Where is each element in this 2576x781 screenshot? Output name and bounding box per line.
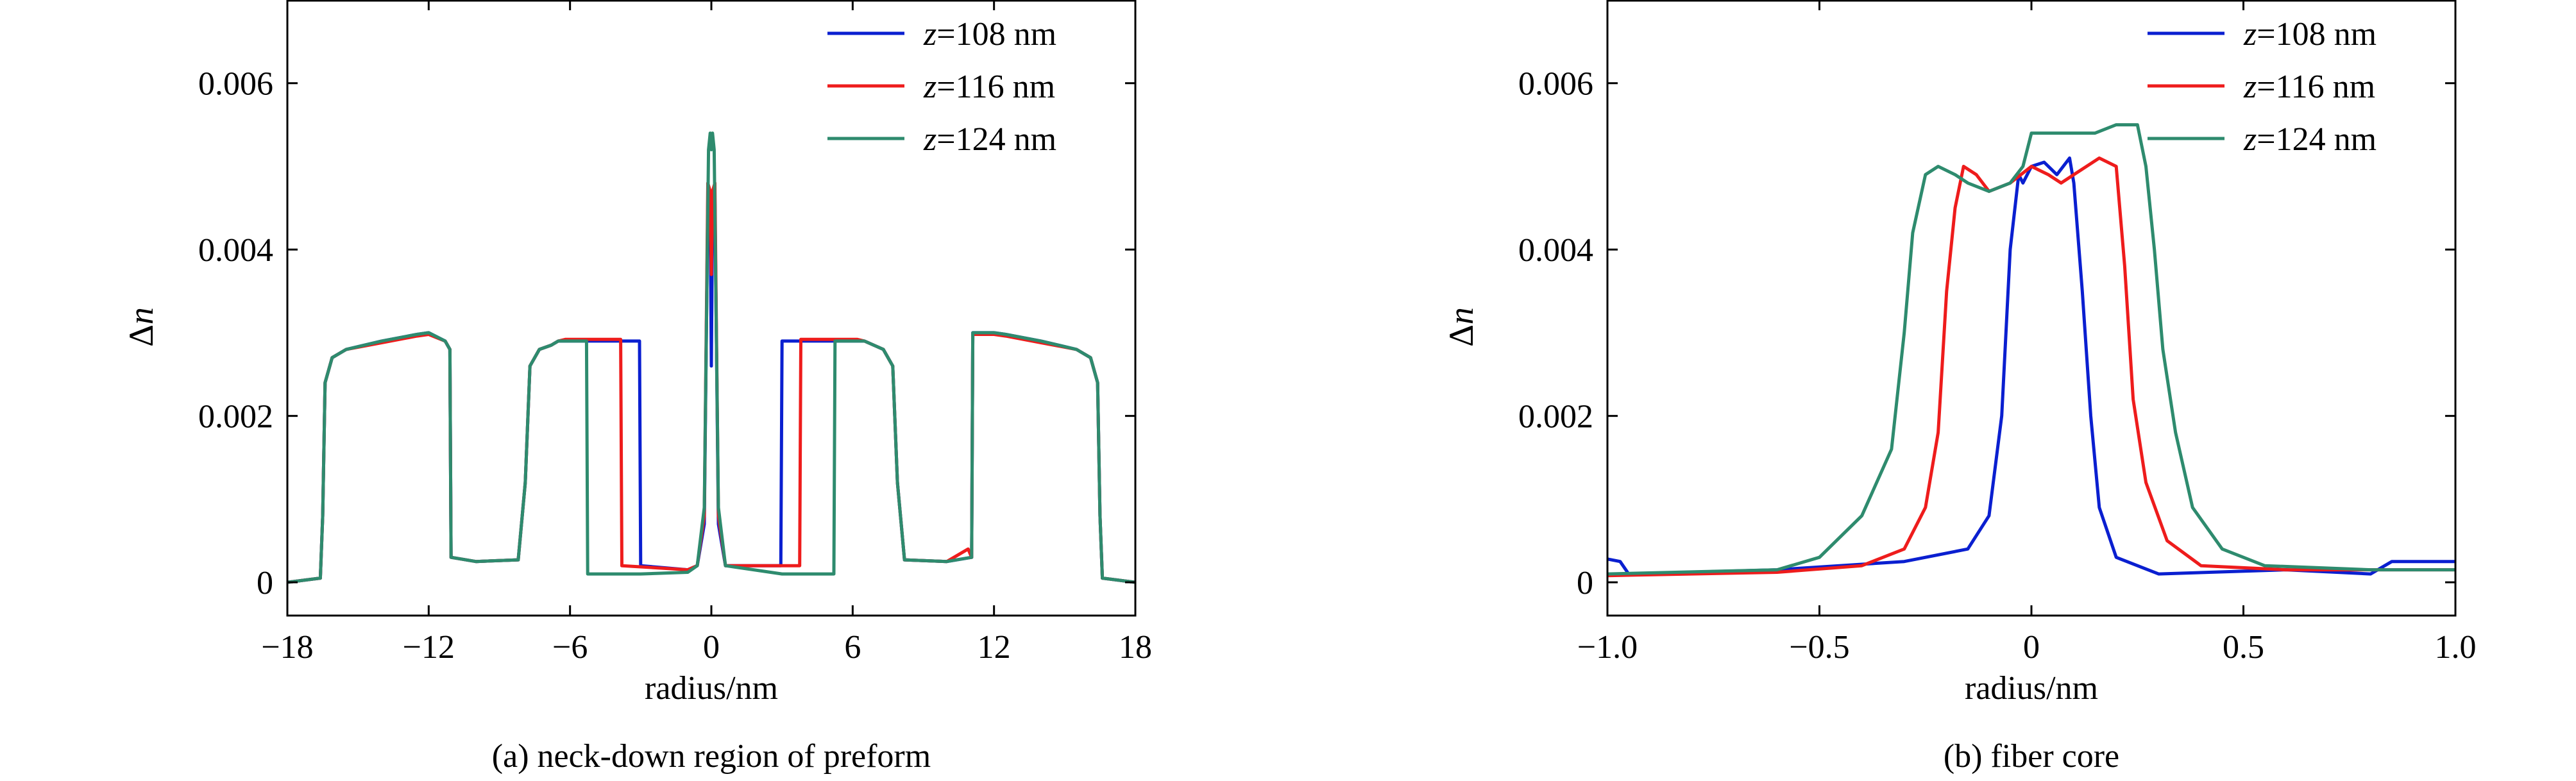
x-tick-label: 18 — [1119, 629, 1152, 666]
x-tick-label: −12 — [403, 629, 455, 666]
y-axis-label: Δn — [1442, 307, 1480, 347]
legend-entry: z=108 nm — [2243, 16, 2377, 53]
x-axis-label: radius/nm — [645, 670, 778, 707]
chart-b: −1.0 −0.5 0 0.5 1.0 0 0.002 0.004 0.006 radius/nm… — [1442, 0, 2477, 775]
series-line-2 — [287, 181, 1135, 584]
chart-a: −18 −12 −6 0 6 12 18 0 0.002 0.004 0.006 radius/nm Δ… — [122, 0, 1152, 775]
y-tick-label: 0.004 — [1518, 232, 1593, 269]
y-tick-label: 0.004 — [198, 232, 273, 269]
x-tick-label: −0.5 — [1789, 629, 1849, 666]
legend-entry: z=116 nm — [923, 69, 1055, 105]
y-tick-label: 0.006 — [1518, 66, 1593, 103]
series-line-3 — [287, 131, 1135, 584]
x-tick-label: 6 — [844, 629, 861, 666]
y-tick-label: 0.006 — [198, 66, 273, 103]
legend-entry: z=124 nm — [2243, 121, 2377, 158]
x-tick-label: 0.5 — [2223, 629, 2264, 666]
series-line-3 — [1607, 123, 2455, 576]
legend-entry: z=108 nm — [923, 16, 1056, 53]
x-tick-label: 1.0 — [2435, 629, 2477, 666]
legend-entry: z=124 nm — [923, 121, 1056, 158]
y-axis-label: Δn — [122, 307, 160, 347]
figure-caption: (b) fiber core — [1944, 738, 2119, 775]
figure-caption: (a) neck-down region of preform — [492, 738, 931, 775]
x-tick-label: 0 — [703, 629, 720, 666]
legend-entry: z=116 nm — [2243, 69, 2375, 105]
x-tick-label: 12 — [978, 629, 1011, 666]
series-line-1 — [1607, 156, 2455, 576]
y-tick-label: 0.002 — [198, 399, 273, 435]
y-tick-label: 0 — [1577, 565, 1593, 601]
x-tick-label: −1.0 — [1577, 629, 1638, 666]
x-tick-label: −6 — [552, 629, 588, 666]
x-tick-label: 0 — [2023, 629, 2040, 666]
x-tick-label: −18 — [261, 629, 313, 666]
series-line-2 — [1607, 156, 2455, 578]
y-tick-label: 0 — [257, 565, 273, 601]
y-tick-label: 0.002 — [1518, 399, 1593, 435]
x-axis-label: radius/nm — [1965, 670, 2098, 707]
